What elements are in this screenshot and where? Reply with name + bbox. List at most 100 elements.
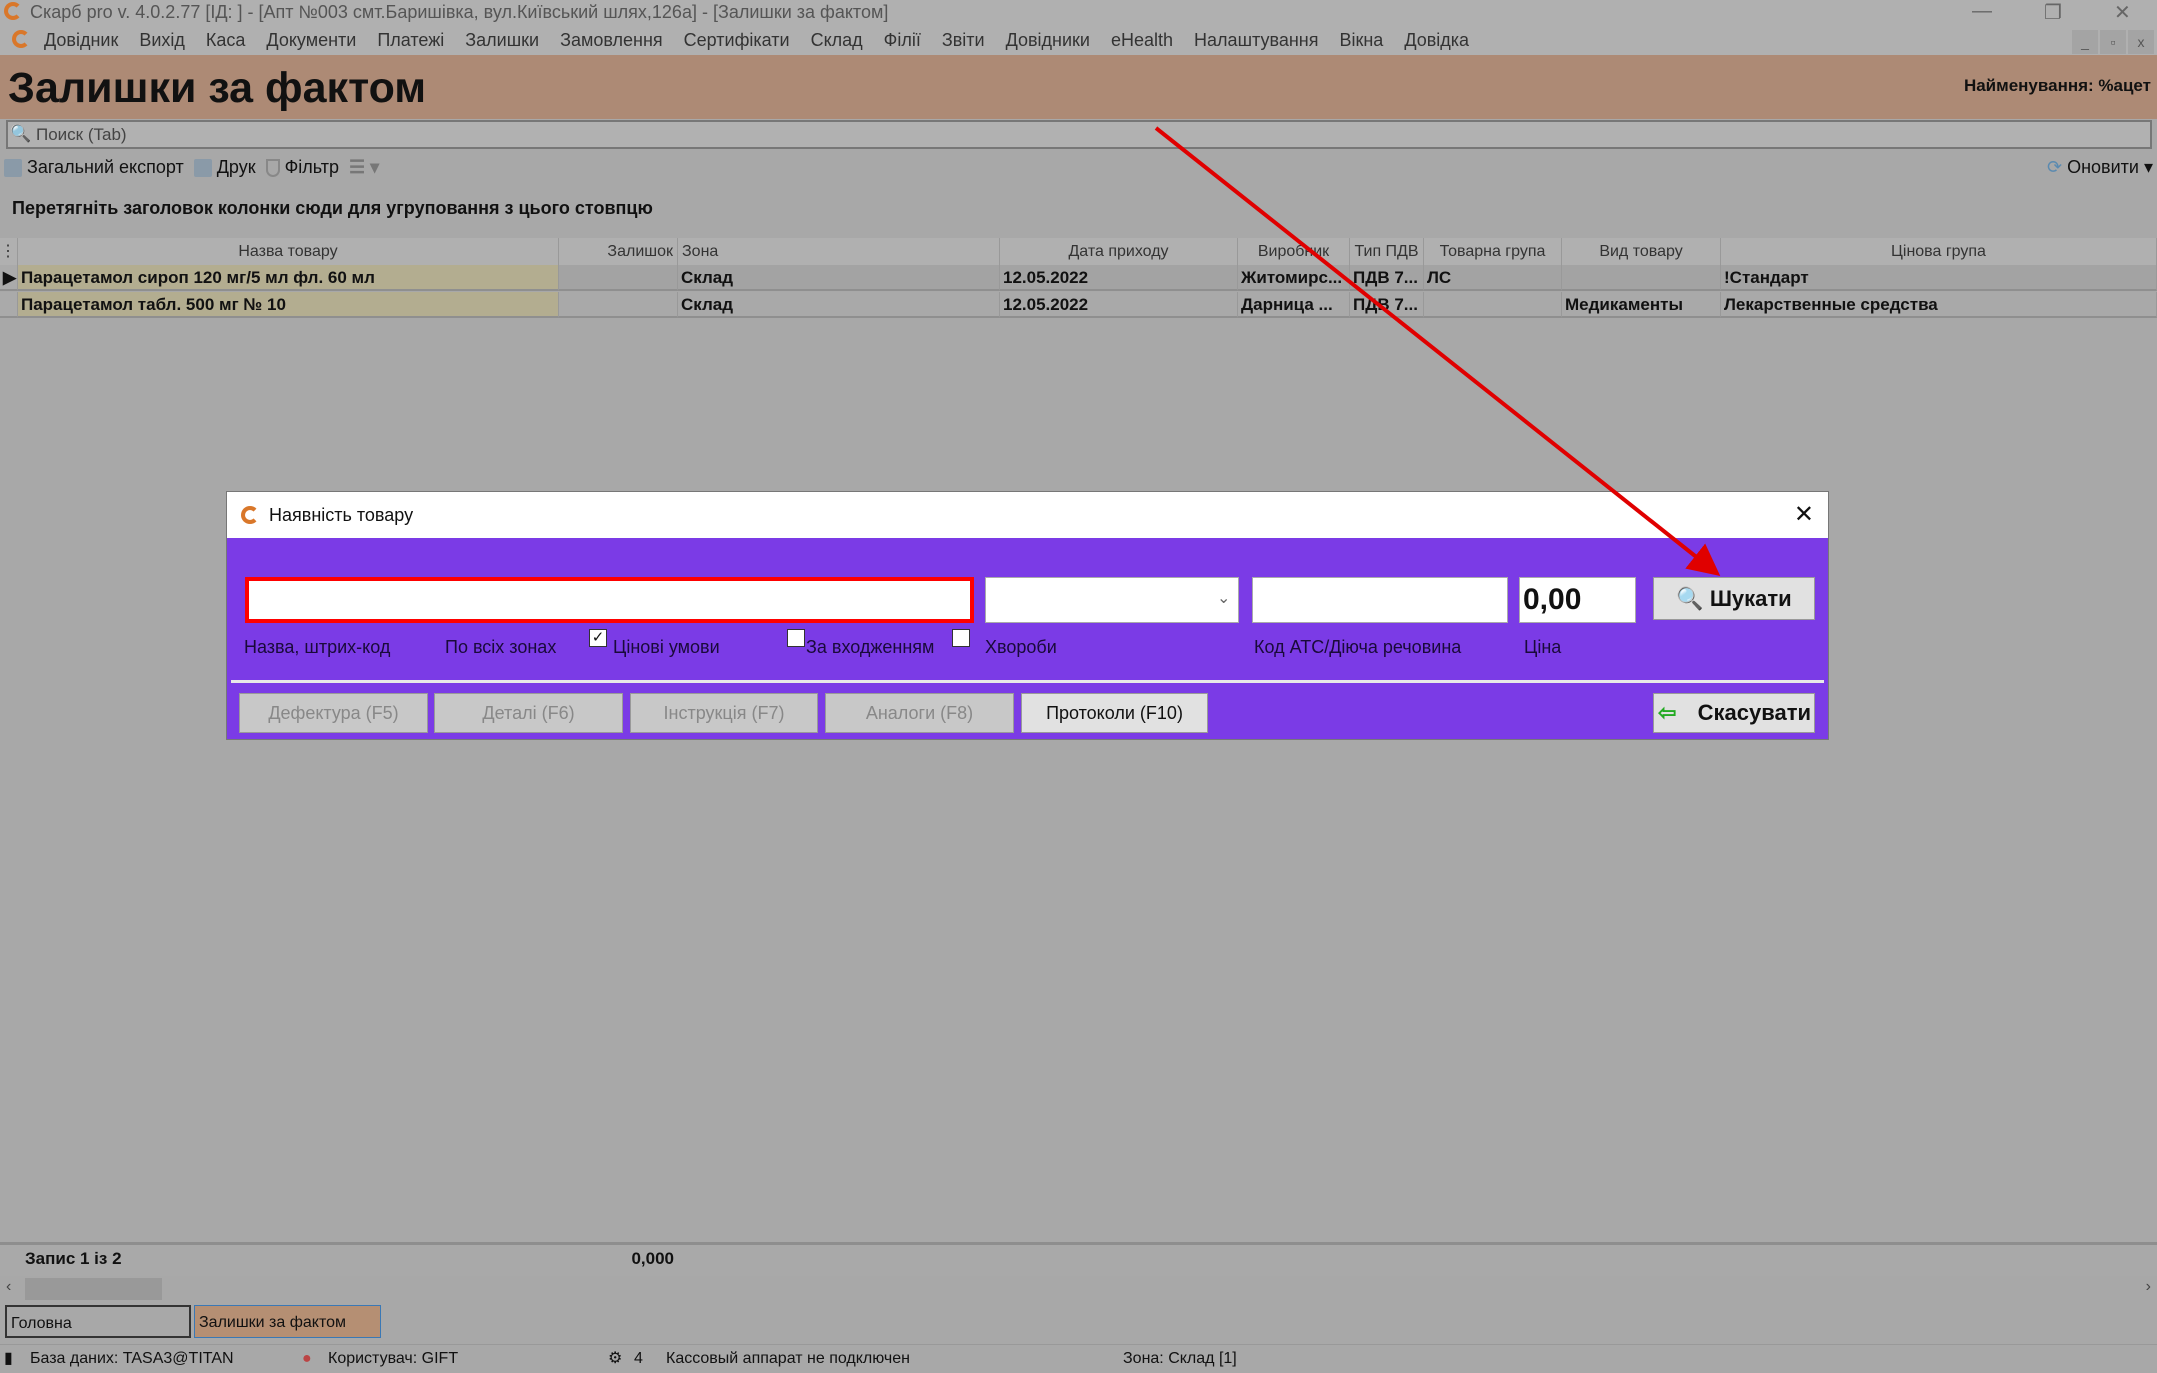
diseases-checkbox[interactable] bbox=[952, 629, 970, 647]
column-header[interactable]: Залишок bbox=[559, 238, 678, 265]
menu-item[interactable]: Довідка bbox=[1404, 30, 1470, 50]
mdi-minimize-button[interactable]: _ bbox=[2072, 30, 2098, 54]
protocols-button[interactable]: Протоколи (F10) bbox=[1021, 693, 1208, 733]
column-header[interactable]: Дата приходу bbox=[1000, 238, 1238, 265]
group-by-hint: Перетягніть заголовок колонки сюди для у… bbox=[12, 198, 653, 218]
table-cell[interactable]: ЛС bbox=[1424, 265, 1562, 291]
table-cell[interactable]: 12.05.2022 bbox=[1000, 292, 1238, 318]
menu-item[interactable]: Склад bbox=[810, 30, 863, 50]
chevron-down-icon[interactable]: ⌄ bbox=[1217, 590, 1231, 607]
column-header[interactable]: Тип ПДВ bbox=[1350, 238, 1424, 265]
table-cell[interactable]: 12.05.2022 bbox=[1000, 265, 1238, 291]
horizontal-scrollbar[interactable]: ‹ › bbox=[0, 1278, 2157, 1300]
column-header[interactable]: Назва товару bbox=[18, 238, 559, 265]
table-cell[interactable] bbox=[1424, 292, 1562, 318]
cancel-button[interactable]: ⇦ Скасувати bbox=[1653, 693, 1815, 733]
row-indicator[interactable] bbox=[0, 292, 18, 318]
zone-select[interactable] bbox=[985, 577, 1239, 623]
table-cell[interactable]: Медикаменты bbox=[1562, 292, 1721, 318]
analogs-button[interactable]: Аналоги (F8) bbox=[825, 693, 1014, 733]
search-input[interactable]: Поиск (Tab) bbox=[6, 120, 2152, 149]
menu-item[interactable]: Звіти bbox=[941, 30, 985, 50]
table-cell[interactable] bbox=[559, 292, 678, 318]
mdi-close-button[interactable]: x bbox=[2128, 30, 2154, 54]
atc-input[interactable] bbox=[1252, 577, 1508, 623]
list-icon: ☰ ▾ bbox=[349, 157, 380, 177]
print-button[interactable]: Друк bbox=[193, 152, 256, 183]
scroll-thumb[interactable] bbox=[25, 1278, 162, 1300]
search-button[interactable]: 🔍 Шукати bbox=[1653, 577, 1815, 620]
menu-item[interactable]: Філії bbox=[883, 30, 921, 50]
price-label: Ціна bbox=[1524, 637, 1562, 657]
close-window-button[interactable]: ✕ bbox=[2114, 2, 2131, 24]
scroll-left-icon[interactable]: ‹ bbox=[6, 1278, 12, 1295]
menu-item[interactable]: eHealth bbox=[1111, 30, 1174, 50]
menu-item[interactable]: Каса bbox=[205, 30, 246, 50]
dialog-separator bbox=[231, 680, 1824, 683]
mdi-restore-button[interactable]: ▫ bbox=[2100, 30, 2126, 54]
table-cell[interactable]: Парацетамол табл. 500 мг № 10 bbox=[18, 292, 559, 318]
table-cell[interactable] bbox=[559, 265, 678, 291]
filter-button[interactable]: Фільтр bbox=[265, 152, 339, 183]
print-label: Друк bbox=[216, 157, 256, 177]
column-header[interactable]: Цінова група bbox=[1721, 238, 2157, 265]
table-cell[interactable]: !Стандарт bbox=[1721, 265, 2157, 291]
dialog-logo-icon bbox=[241, 506, 259, 524]
column-header[interactable]: Виробник bbox=[1238, 238, 1350, 265]
refresh-icon: ⟳ bbox=[2046, 157, 2063, 177]
price-input[interactable]: 0,00 bbox=[1519, 577, 1636, 623]
scroll-right-icon[interactable]: › bbox=[2145, 1278, 2151, 1295]
menu-item[interactable]: Замовлення bbox=[560, 30, 663, 50]
table-cell[interactable]: Склад bbox=[678, 292, 1000, 318]
tab-stock-fact[interactable]: Залишки за фактом bbox=[194, 1305, 381, 1338]
price-terms-checkbox[interactable]: ✓ bbox=[589, 629, 607, 647]
table-cell[interactable]: ПДВ 7... bbox=[1350, 265, 1424, 291]
header-band bbox=[0, 55, 2157, 119]
atc-label: Код АТС/Діюча речовина bbox=[1254, 637, 1462, 657]
printer-icon bbox=[193, 158, 212, 177]
menu-item[interactable]: Платежі bbox=[377, 30, 445, 50]
table-cell[interactable] bbox=[1562, 265, 1721, 291]
menu-item[interactable]: Вихід bbox=[139, 30, 185, 50]
menu-item[interactable]: Налаштування bbox=[1194, 30, 1319, 50]
row-indicator[interactable]: ▶ bbox=[0, 265, 18, 291]
status-user: Користувач: GIFT bbox=[328, 1350, 459, 1367]
menu-item[interactable]: Довідник bbox=[44, 30, 119, 50]
column-header[interactable]: Зона bbox=[678, 238, 1000, 265]
table-cell[interactable]: Житомирс... bbox=[1238, 265, 1350, 291]
table-cell[interactable]: Дарница ... bbox=[1238, 292, 1350, 318]
status-db: База даних: TASA3@TITAN bbox=[30, 1350, 234, 1367]
menu-item[interactable]: Документи bbox=[266, 30, 357, 50]
export-button[interactable]: Загальний експорт bbox=[4, 152, 184, 183]
funnel-icon bbox=[265, 158, 280, 177]
table-cell[interactable]: Парацетамол сироп 120 мг/5 мл фл. 60 мл bbox=[18, 265, 559, 291]
name-barcode-input[interactable] bbox=[245, 577, 974, 623]
defect-button[interactable]: Дефектура (F5) bbox=[239, 693, 428, 733]
row-indicator-header[interactable]: ⋮ bbox=[0, 238, 18, 265]
column-header[interactable]: Вид товару bbox=[1562, 238, 1721, 265]
refresh-button[interactable]: ⟳ Оновити ▾ bbox=[2046, 157, 2153, 177]
minimize-button[interactable]: — bbox=[1972, 0, 1992, 22]
column-header[interactable]: Товарна група bbox=[1424, 238, 1562, 265]
columns-menu-button[interactable]: ☰ ▾ bbox=[349, 152, 379, 183]
search-icon: 🔍 bbox=[10, 124, 32, 143]
menu-item[interactable]: Вікна bbox=[1339, 30, 1384, 50]
menu-item[interactable]: Сертифікати bbox=[683, 30, 790, 50]
status-bar: ▮ База даних: TASA3@TITAN ● Користувач: … bbox=[0, 1344, 2157, 1372]
instruction-button[interactable]: Інструкція (F7) bbox=[630, 693, 818, 733]
dialog-title: Наявність товару bbox=[227, 492, 1828, 538]
record-counter: Запис 1 із 2 bbox=[25, 1249, 122, 1268]
menu-item[interactable]: Залишки bbox=[465, 30, 540, 50]
details-button[interactable]: Деталі (F6) bbox=[434, 693, 623, 733]
dialog-close-button[interactable]: ✕ bbox=[1793, 501, 1814, 528]
menu-item[interactable]: Довідники bbox=[1005, 30, 1090, 50]
by-entry-checkbox[interactable] bbox=[787, 629, 805, 647]
tab-home[interactable]: Головна bbox=[5, 1305, 191, 1338]
refresh-label: Оновити bbox=[2067, 157, 2139, 177]
restore-button[interactable]: ❐ bbox=[2044, 2, 2062, 24]
table-cell[interactable]: Лекарственные средства bbox=[1721, 292, 2157, 318]
table-cell[interactable]: Склад bbox=[678, 265, 1000, 291]
exit-door-icon: ⇦ bbox=[1658, 700, 1677, 725]
menu-logo-icon bbox=[12, 30, 30, 48]
